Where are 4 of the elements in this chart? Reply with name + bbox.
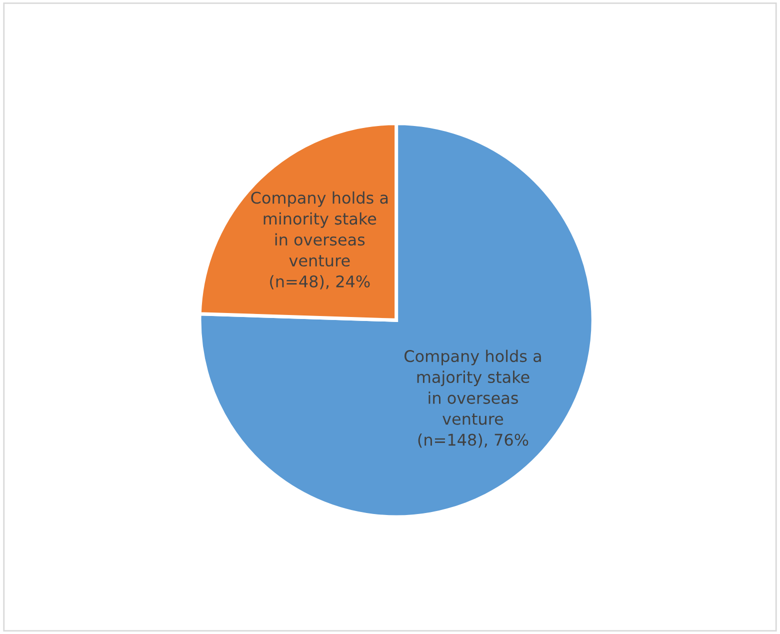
data-label: (n=48), 24% — [270, 275, 370, 290]
slice-label: Company holds a minority stake in overseas venture — [251, 191, 388, 267]
slice-label: Company holds a majority stake in overseas venture — [404, 350, 541, 425]
data-label: (n=148), 76% — [418, 433, 528, 448]
